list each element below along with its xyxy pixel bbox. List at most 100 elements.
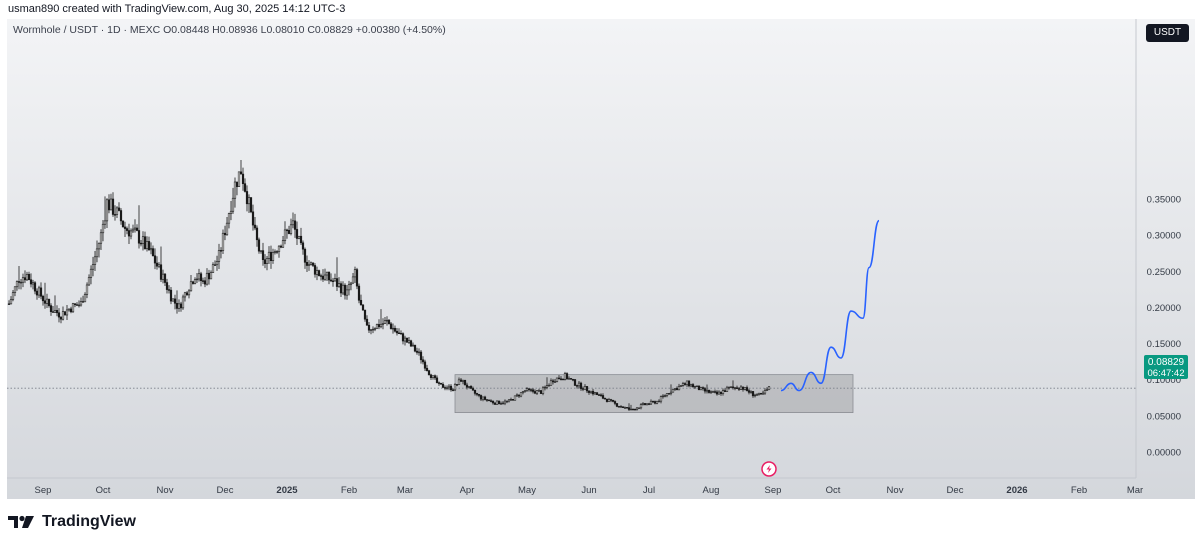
candle-body [209, 272, 213, 280]
candle-body [475, 393, 479, 395]
candle [471, 386, 475, 391]
candle-body [181, 296, 185, 309]
candle-body [41, 295, 45, 302]
candle [547, 383, 551, 387]
candle [339, 281, 343, 297]
candle [495, 400, 499, 405]
candle-body [255, 227, 259, 241]
candle [605, 398, 609, 403]
candle-body [469, 386, 473, 389]
candle [611, 399, 615, 403]
candle [91, 256, 95, 277]
candle [239, 160, 243, 175]
candle [299, 227, 303, 246]
candle-body [123, 226, 127, 229]
candle [595, 392, 599, 396]
tradingview-brand[interactable]: TradingView [8, 513, 136, 531]
candle-body [727, 386, 731, 389]
candle [61, 306, 65, 321]
candle [667, 393, 671, 395]
candle [759, 392, 763, 395]
candle [647, 402, 651, 406]
candle-body [127, 230, 131, 237]
candle [747, 388, 751, 395]
candle-body [417, 351, 421, 354]
candle [655, 400, 659, 405]
candle-body [381, 323, 385, 325]
candle [767, 386, 771, 391]
candle-body [99, 232, 103, 244]
candle-body [629, 408, 633, 411]
candle-body [333, 278, 337, 282]
candle [499, 401, 503, 405]
candle-body [763, 390, 767, 394]
candle-body [131, 228, 135, 232]
candle-body [151, 248, 155, 257]
candle [119, 208, 123, 225]
candle [255, 225, 259, 247]
candle [585, 385, 589, 393]
candle-body [247, 197, 251, 205]
candle [373, 327, 377, 332]
candle [155, 256, 159, 270]
projection-line [780, 219, 880, 392]
candle [377, 319, 381, 330]
candle-body [303, 248, 307, 263]
candle [515, 393, 519, 398]
candle-body [91, 264, 95, 270]
candle [421, 356, 425, 365]
candle [517, 394, 521, 398]
candle [269, 245, 273, 269]
candle-body [755, 394, 759, 396]
candle [717, 390, 721, 395]
candle-body [745, 387, 749, 391]
candle [73, 303, 77, 308]
candle [67, 308, 71, 312]
candle [63, 311, 67, 316]
candle-body [119, 210, 123, 222]
candle [35, 288, 39, 300]
candle [607, 397, 611, 402]
candle [691, 383, 695, 388]
candle [419, 349, 423, 364]
candle-body [695, 385, 699, 388]
candle-body [221, 232, 225, 251]
candle [549, 378, 553, 386]
candle-body [671, 389, 675, 393]
candle [29, 273, 33, 288]
candle-body [525, 388, 529, 391]
candle-body [317, 270, 321, 276]
currency-button[interactable]: USDT [1146, 24, 1189, 42]
candle [131, 224, 135, 234]
candle-body [187, 290, 191, 296]
x-tick-label: Aug [703, 485, 720, 496]
candle-body [115, 207, 119, 215]
candle [291, 212, 295, 229]
candle [263, 254, 267, 269]
candle-body [325, 271, 329, 276]
candle-body [605, 398, 609, 402]
candle-body [239, 171, 243, 175]
candle [569, 378, 573, 380]
candle [159, 246, 163, 283]
candle-body [647, 403, 651, 405]
candle-body [189, 281, 193, 292]
candle-body [487, 399, 491, 402]
candle-body [359, 299, 363, 306]
candle-body [577, 382, 581, 387]
candle [639, 403, 643, 410]
candle [743, 387, 747, 391]
x-tick-label: Feb [341, 485, 357, 496]
lightning-icon[interactable] [761, 461, 777, 477]
candle-body [363, 309, 367, 320]
chart-panel[interactable] [7, 19, 1195, 499]
candle-body [557, 377, 561, 380]
candle [509, 397, 513, 401]
candle-body [495, 400, 499, 405]
candle-body [635, 407, 639, 410]
candle [113, 205, 117, 221]
candle-body [295, 229, 299, 239]
candle-body [211, 264, 215, 273]
candle-body [461, 379, 465, 382]
